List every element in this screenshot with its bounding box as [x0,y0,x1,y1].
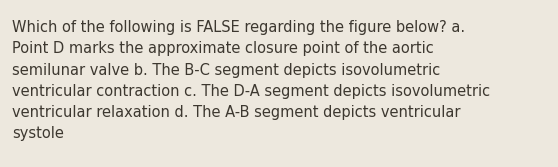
Text: Which of the following is FALSE regarding the figure below? a.
Point D marks the: Which of the following is FALSE regardin… [12,20,490,141]
